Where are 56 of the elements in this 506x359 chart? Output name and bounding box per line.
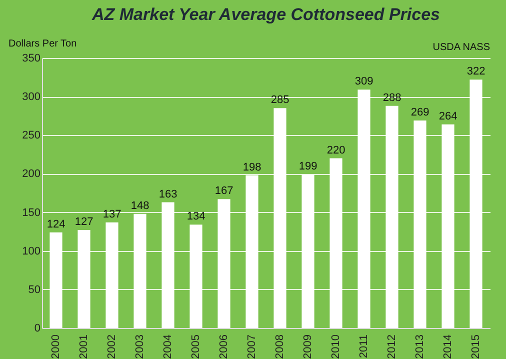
- x-tick-label: 2013: [414, 334, 426, 359]
- data-label: 127: [74, 216, 94, 228]
- x-tick-label: 2006: [218, 334, 230, 359]
- y-tick-label: 300: [22, 91, 40, 104]
- data-label: 199: [298, 160, 318, 172]
- x-tick-label: 2012: [386, 334, 398, 359]
- bar: [246, 175, 258, 328]
- text: USDA NASS: [432, 42, 490, 53]
- y-tick-label: 200: [22, 168, 40, 180]
- data-label: 124: [46, 218, 66, 230]
- y-tick-label: 50: [28, 284, 40, 296]
- data-label: 322: [466, 66, 486, 78]
- x-tick-label: 2011: [358, 334, 370, 358]
- data-label: 134: [186, 210, 206, 223]
- data-label: 264: [438, 110, 458, 122]
- y-tick-label: 0: [34, 322, 40, 334]
- chart-title: AZ Market Year Average Cottonseed Prices: [90, 5, 440, 24]
- bar: [414, 120, 426, 328]
- x-tick-label: 2007: [246, 334, 258, 359]
- x-tick-label: 2004: [162, 334, 174, 359]
- bar: [106, 222, 118, 328]
- data-label: 269: [410, 106, 430, 118]
- bar: [274, 108, 286, 328]
- bar: [134, 214, 146, 328]
- bar: [330, 158, 342, 328]
- bar: [442, 124, 454, 328]
- bar: [50, 232, 62, 328]
- x-tick-label: 2001: [78, 334, 90, 359]
- x-tick-label: 2010: [330, 334, 342, 359]
- bar: [162, 202, 174, 328]
- data-label: 148: [130, 200, 150, 212]
- bar: [470, 80, 482, 328]
- bar: [190, 224, 202, 328]
- x-tick-label: 2015: [470, 334, 482, 359]
- bar: [386, 106, 398, 328]
- bar: [78, 230, 90, 328]
- bar: [218, 199, 230, 328]
- x-tick-label: 2009: [302, 334, 314, 359]
- y-tick-label: 150: [22, 206, 40, 219]
- y-tick-label: 350: [22, 52, 40, 64]
- data-label: 198: [242, 161, 262, 174]
- data-label: 167: [214, 185, 234, 198]
- x-tick-label: 2005: [190, 334, 202, 359]
- data-label: 163: [158, 188, 178, 200]
- data-label: 309: [354, 76, 374, 88]
- x-tick-label: 2008: [274, 334, 286, 359]
- x-tick-label: 2014: [442, 334, 454, 359]
- x-tick-label: 2003: [134, 334, 146, 359]
- x-tick-label: 2000: [50, 334, 62, 359]
- x-tick-label: 2002: [106, 334, 118, 359]
- y-tick-label: 100: [22, 245, 40, 258]
- bar: [302, 174, 314, 328]
- y-axis-title: Dollars Per Ton: [8, 38, 77, 50]
- y-tick-label: 250: [22, 130, 40, 142]
- data-label: 220: [326, 144, 346, 156]
- bar: [358, 90, 370, 328]
